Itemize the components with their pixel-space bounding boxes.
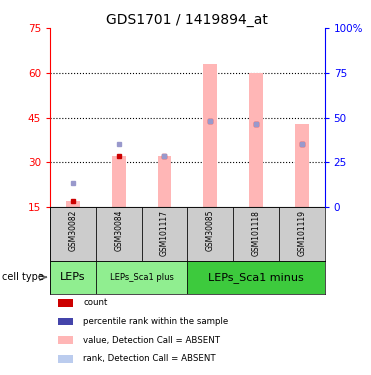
Bar bbox=[187, 207, 233, 261]
Text: GSM101119: GSM101119 bbox=[297, 210, 306, 256]
Bar bbox=[58, 355, 73, 363]
Text: LEPs: LEPs bbox=[60, 272, 86, 282]
Text: GSM101117: GSM101117 bbox=[160, 210, 169, 256]
Text: LEPs_Sca1 minus: LEPs_Sca1 minus bbox=[208, 272, 304, 283]
Bar bbox=[295, 124, 309, 207]
Bar bbox=[58, 318, 73, 326]
Bar bbox=[158, 156, 171, 207]
Text: GSM30082: GSM30082 bbox=[69, 210, 78, 251]
Bar bbox=[279, 207, 325, 261]
Bar bbox=[112, 156, 126, 207]
Text: count: count bbox=[83, 298, 108, 307]
Bar bbox=[203, 64, 217, 207]
Bar bbox=[58, 336, 73, 344]
Text: GSM30084: GSM30084 bbox=[114, 210, 123, 251]
Text: LEPs_Sca1 plus: LEPs_Sca1 plus bbox=[110, 273, 174, 282]
Text: GSM30085: GSM30085 bbox=[206, 210, 215, 251]
Text: rank, Detection Call = ABSENT: rank, Detection Call = ABSENT bbox=[83, 354, 216, 363]
Bar bbox=[50, 261, 96, 294]
Bar bbox=[66, 201, 80, 207]
Bar bbox=[233, 207, 279, 261]
Text: value, Detection Call = ABSENT: value, Detection Call = ABSENT bbox=[83, 336, 220, 345]
Text: cell type: cell type bbox=[2, 272, 44, 282]
Bar bbox=[142, 207, 187, 261]
Bar bbox=[50, 207, 96, 261]
Title: GDS1701 / 1419894_at: GDS1701 / 1419894_at bbox=[106, 13, 268, 27]
Bar bbox=[96, 261, 187, 294]
Bar bbox=[249, 73, 263, 207]
Text: GSM101118: GSM101118 bbox=[252, 210, 260, 256]
Text: percentile rank within the sample: percentile rank within the sample bbox=[83, 317, 228, 326]
Bar bbox=[58, 299, 73, 307]
Bar bbox=[96, 207, 142, 261]
Bar bbox=[187, 261, 325, 294]
